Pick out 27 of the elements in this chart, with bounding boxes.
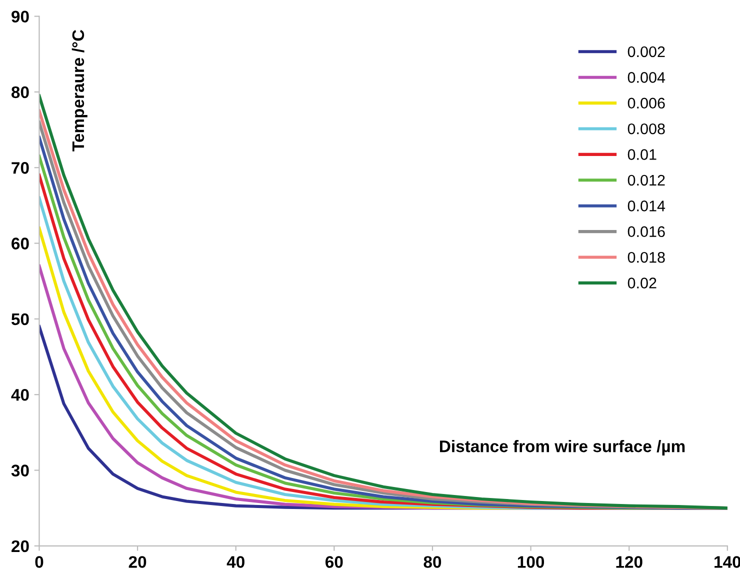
legend-label: 0.014 bbox=[628, 200, 666, 212]
legend-label: 0.012 bbox=[628, 174, 665, 186]
y-tick-label: 30 bbox=[11, 464, 29, 476]
x-tick-label: 40 bbox=[226, 556, 244, 568]
y-tick-label: 40 bbox=[11, 388, 29, 401]
y-tick-label: 70 bbox=[12, 162, 29, 174]
x-axis-title: Distance from wire surface /µm bbox=[440, 440, 685, 456]
y-tick-label: 50 bbox=[11, 313, 29, 326]
x-tick-label: 20 bbox=[128, 556, 146, 568]
y-tick-label: 90 bbox=[12, 10, 29, 22]
legend-label: 0.016 bbox=[628, 226, 665, 238]
y-tick-label: 20 bbox=[12, 540, 29, 552]
legend-label: 0.004 bbox=[628, 72, 666, 83]
x-tick-label: 120 bbox=[616, 556, 642, 568]
legend-label: 0.006 bbox=[628, 98, 665, 109]
x-tick-label: 100 bbox=[518, 556, 544, 568]
x-tick-label: 0 bbox=[35, 556, 44, 568]
legend-label: 0.018 bbox=[628, 252, 665, 263]
legend-label: 0.002 bbox=[628, 46, 665, 58]
y-tick-label: 80 bbox=[11, 86, 29, 98]
x-tick-label: 80 bbox=[424, 556, 442, 568]
x-tick-label: 60 bbox=[326, 556, 343, 568]
y-axis-title: Temperaure /°C bbox=[72, 30, 88, 152]
legend-label: 0.01 bbox=[628, 149, 656, 160]
legend-label: 0.02 bbox=[628, 278, 656, 288]
legend-label: 0.008 bbox=[628, 123, 665, 134]
y-tick-label: 60 bbox=[12, 238, 29, 250]
